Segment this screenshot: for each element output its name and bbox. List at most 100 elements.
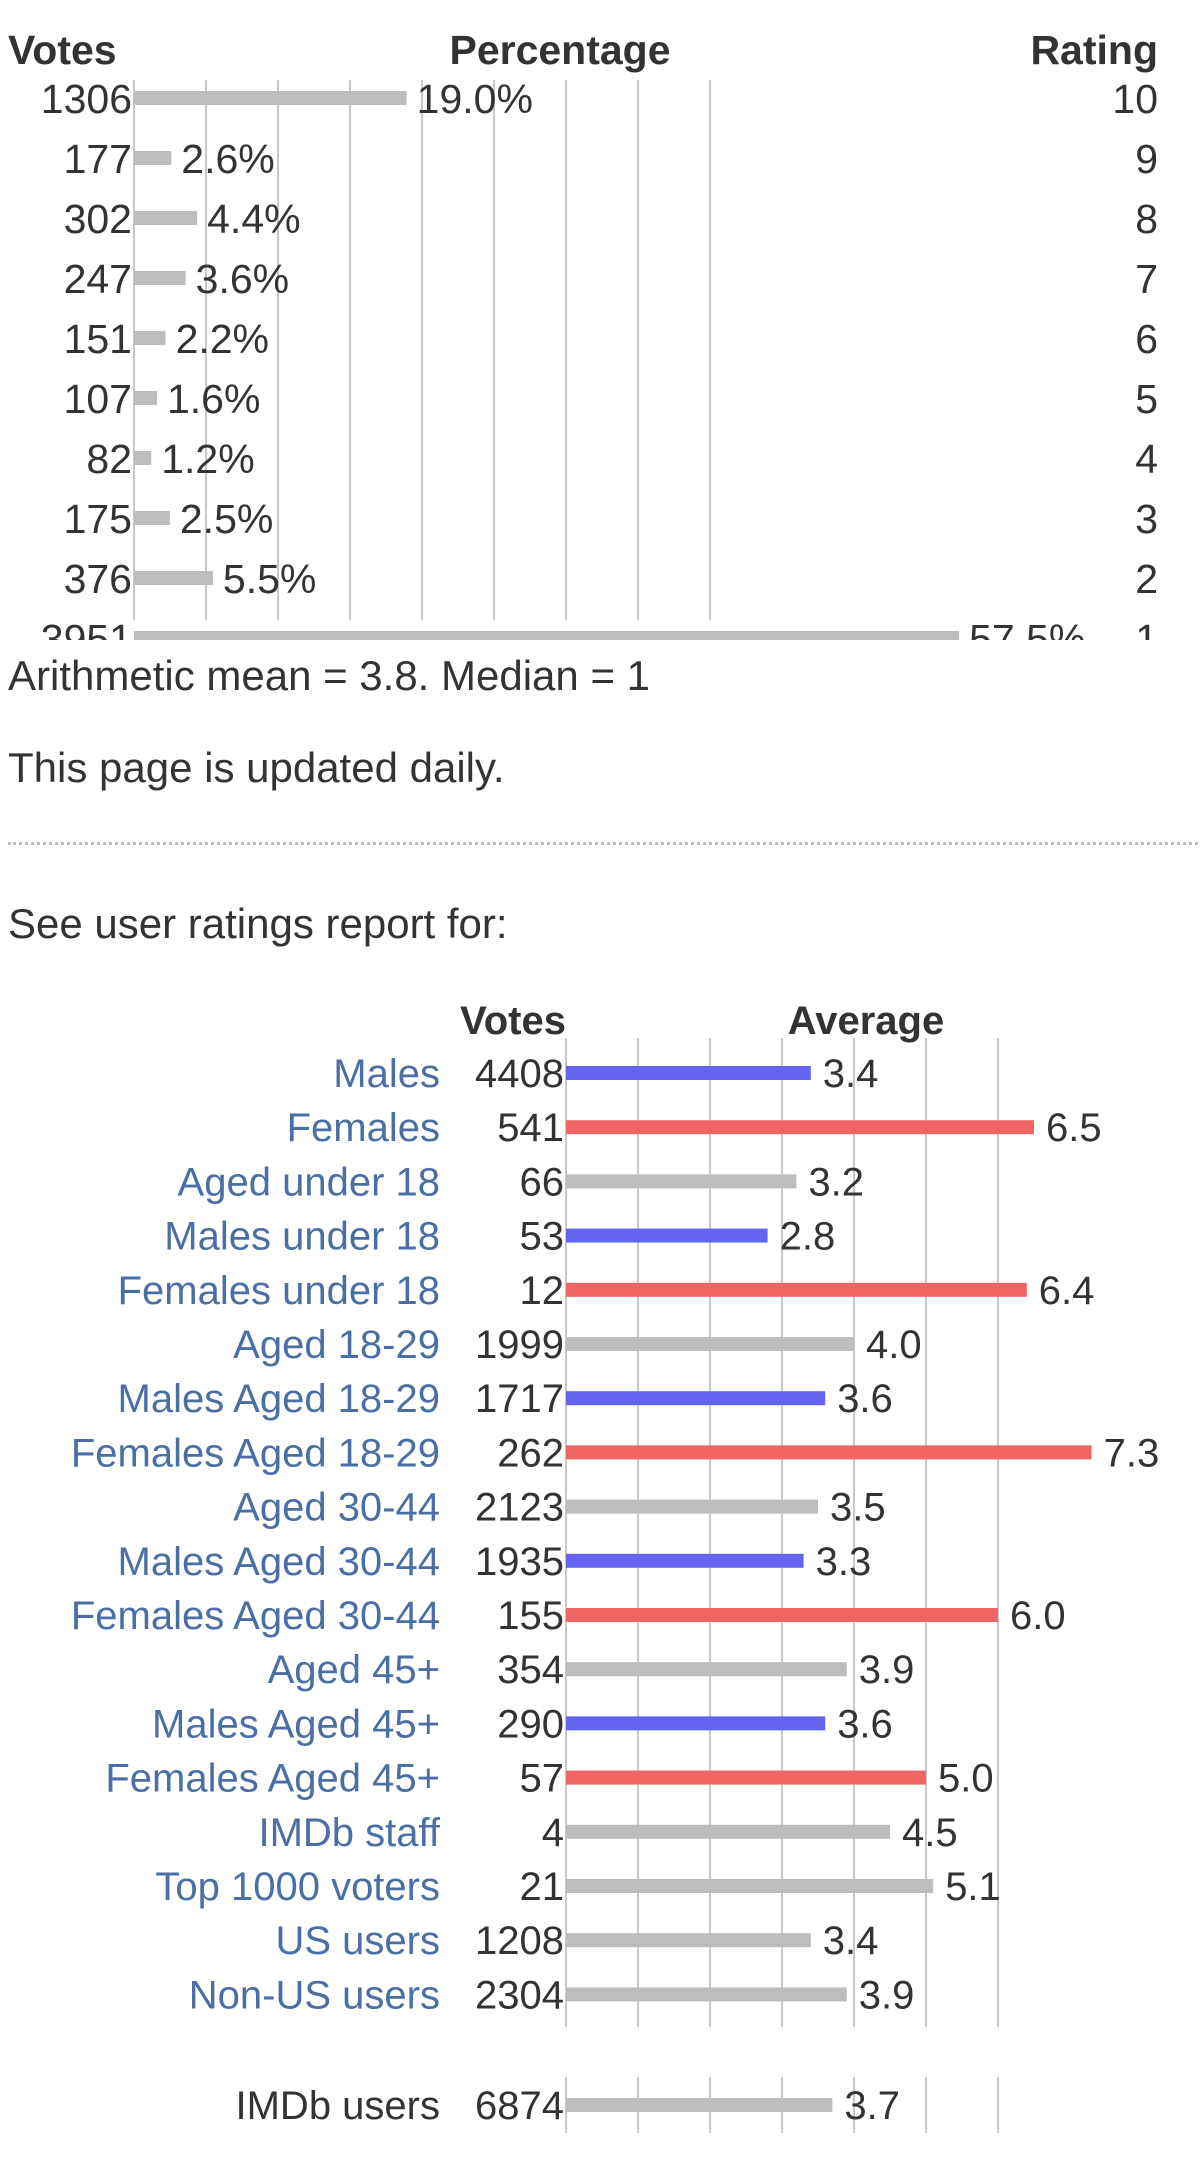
average-label: 4.5	[902, 1811, 958, 1855]
percentage-bar	[134, 451, 152, 465]
vote-count: 2304	[475, 1973, 564, 2017]
group-link[interactable]: Aged under 18	[178, 1160, 440, 1204]
average-label: 3.2	[808, 1160, 864, 1204]
rating-label: 3	[1135, 496, 1158, 542]
group-link[interactable]: Aged 18-29	[233, 1323, 440, 1367]
vote-count: 107	[64, 376, 132, 422]
percentage-bar	[134, 211, 198, 225]
group-link[interactable]: Females Aged 45+	[105, 1757, 440, 1801]
average-label: 7.3	[1104, 1431, 1160, 1475]
demographic-breakdown-chart: Votes Average Males 4408 3.4 Females 541 6.5 Age…	[71, 999, 1160, 2133]
percentage-bar	[134, 271, 186, 285]
vote-count: 1935	[475, 1540, 564, 1584]
percentage-label: 2.5%	[180, 496, 273, 542]
group-link[interactable]: Aged 30-44	[233, 1486, 440, 1530]
rating-label: 8	[1135, 196, 1158, 242]
vote-count: 541	[497, 1106, 564, 1150]
percentage-label: 4.4%	[207, 196, 300, 242]
group-link[interactable]: Females	[287, 1106, 440, 1150]
dotted-divider	[8, 842, 1198, 845]
average-bar	[566, 1282, 1027, 1297]
average-bar	[566, 1174, 797, 1189]
percentage-label: 19.0%	[417, 76, 533, 122]
percentage-bar	[134, 151, 172, 165]
total-vote-count: 6874	[475, 2084, 564, 2128]
average-bar	[566, 1662, 847, 1677]
group-link[interactable]: Males Aged 45+	[152, 1702, 440, 1746]
summary-stats: Arithmetic mean = 3.8. Median = 1	[8, 652, 650, 699]
vote-count: 2123	[475, 1486, 564, 1530]
average-bar	[566, 1066, 811, 1080]
group-link[interactable]: IMDb staff	[258, 1811, 440, 1855]
average-bar	[566, 1770, 926, 1785]
vote-count: 3951	[41, 616, 132, 640]
vote-count: 4	[542, 1811, 564, 1855]
average-bar	[566, 1716, 826, 1731]
group-link[interactable]: Males Aged 18-29	[118, 1377, 440, 1421]
vote-count: 1717	[475, 1377, 564, 1421]
vote-count: 290	[497, 1702, 564, 1746]
vote-count: 175	[64, 496, 132, 542]
rating-label: 9	[1135, 136, 1158, 182]
total-average-label: 3.7	[844, 2084, 900, 2128]
group-link[interactable]: Males	[333, 1052, 440, 1096]
average-label: 2.8	[780, 1215, 836, 1259]
vote-count: 12	[520, 1269, 565, 1313]
total-label: IMDb users	[236, 2084, 441, 2128]
percentage-label: 57.5%	[969, 616, 1085, 640]
average-bar	[566, 1608, 998, 1622]
average-label: 3.9	[859, 1973, 915, 2017]
vote-count: 53	[520, 1215, 565, 1259]
vote-count: 247	[64, 256, 132, 302]
header-votes: Votes	[8, 27, 117, 73]
group-link[interactable]: Females Aged 30-44	[71, 1594, 440, 1638]
vote-count: 262	[497, 1431, 564, 1475]
vote-count: 1208	[475, 1919, 564, 1963]
percentage-label: 3.6%	[196, 256, 289, 302]
average-bar	[566, 1228, 768, 1243]
header-rating: Rating	[1030, 27, 1158, 73]
average-label: 5.0	[938, 1757, 994, 1801]
group-link[interactable]: US users	[276, 1919, 441, 1963]
rating-distribution-chart: Votes Percentage Rating 1306 19.0% 10 177 2.6% 9…	[8, 27, 1158, 640]
percentage-bar	[134, 511, 170, 525]
rating-label: 10	[1112, 76, 1158, 122]
average-bar	[566, 1499, 818, 1514]
vote-count: 302	[64, 196, 132, 242]
average-bar	[566, 1391, 826, 1406]
group-link[interactable]: Aged 45+	[268, 1648, 440, 1692]
header-votes: Votes	[460, 999, 566, 1043]
average-bar	[566, 1933, 811, 1948]
average-bar	[566, 1879, 934, 1893]
vote-count: 376	[64, 556, 132, 602]
group-link[interactable]: Non-US users	[189, 1973, 440, 2017]
average-label: 3.4	[823, 1052, 879, 1096]
percentage-label: 2.2%	[176, 316, 269, 362]
rating-label: 6	[1135, 316, 1158, 362]
average-label: 3.9	[859, 1648, 915, 1692]
average-label: 6.4	[1039, 1269, 1095, 1313]
percentage-bar	[134, 571, 213, 585]
group-link[interactable]: Females under 18	[118, 1269, 440, 1313]
group-link[interactable]: Males Aged 30-44	[118, 1540, 440, 1584]
average-label: 4.0	[866, 1323, 922, 1367]
vote-count: 151	[64, 316, 132, 362]
average-label: 3.4	[823, 1919, 879, 1963]
group-link[interactable]: Top 1000 voters	[155, 1865, 440, 1909]
average-label: 3.6	[837, 1377, 893, 1421]
average-label: 5.1	[945, 1865, 1001, 1909]
report-heading: See user ratings report for:	[8, 900, 508, 947]
average-bar	[566, 1120, 1034, 1135]
group-link[interactable]: Males under 18	[164, 1215, 440, 1259]
average-label: 6.0	[1010, 1594, 1066, 1638]
percentage-label: 1.2%	[161, 436, 254, 482]
average-bar	[566, 1337, 854, 1351]
average-bar	[566, 1445, 1092, 1460]
group-link[interactable]: Females Aged 18-29	[71, 1431, 440, 1475]
rating-label: 5	[1135, 376, 1158, 422]
average-label: 6.5	[1046, 1106, 1102, 1150]
average-label: 3.5	[830, 1486, 886, 1530]
vote-count: 1999	[475, 1323, 564, 1367]
vote-count: 21	[520, 1865, 565, 1909]
vote-count: 66	[520, 1160, 565, 1204]
